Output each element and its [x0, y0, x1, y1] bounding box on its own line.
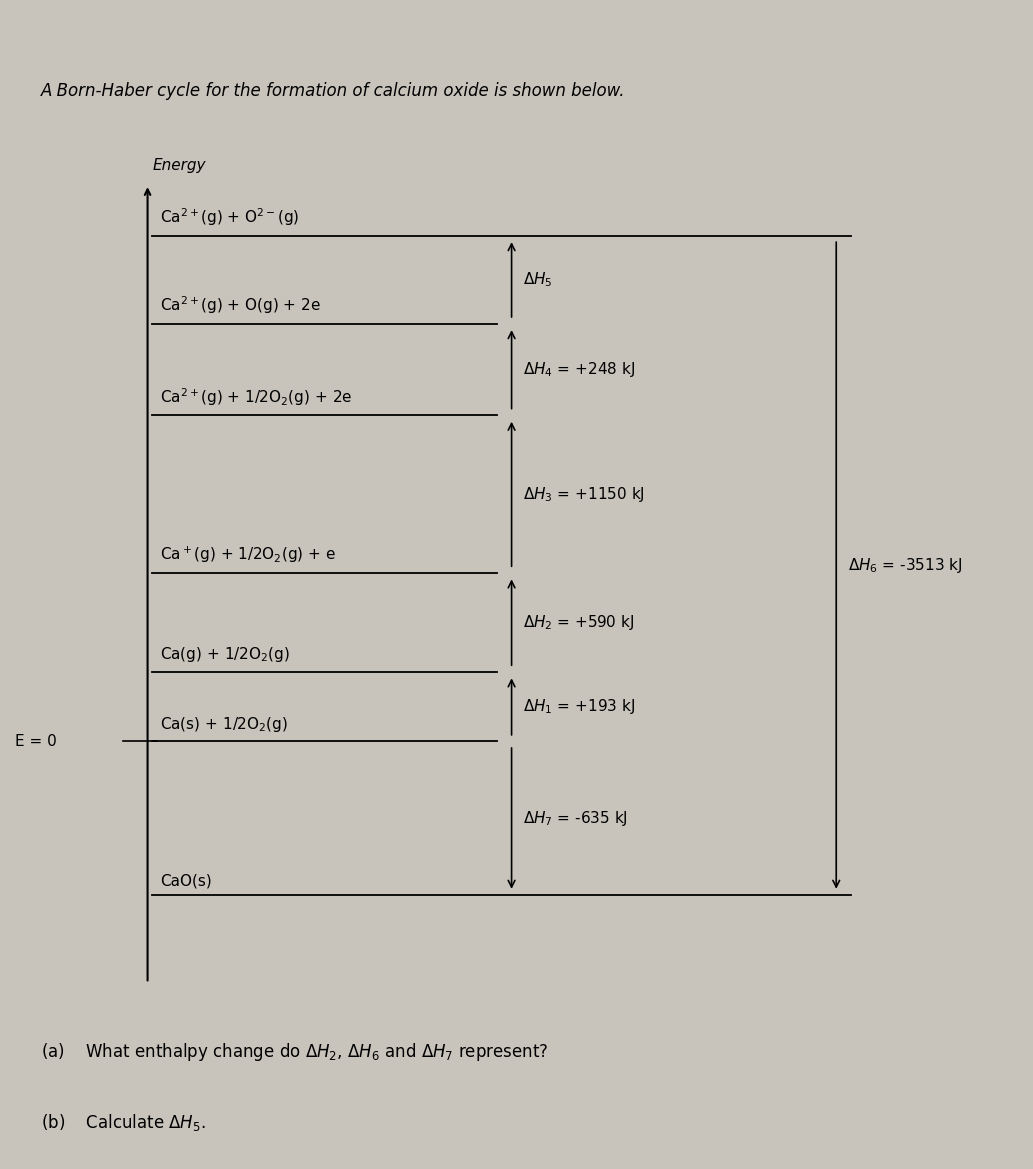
- Text: $\Delta H_3$ = +1150 kJ: $\Delta H_3$ = +1150 kJ: [524, 484, 646, 504]
- Text: Ca$^{2+}$(g) + 1/2O$_2$(g) + 2e: Ca$^{2+}$(g) + 1/2O$_2$(g) + 2e: [160, 386, 352, 408]
- Text: $\Delta H_2$ = +590 kJ: $\Delta H_2$ = +590 kJ: [524, 613, 634, 631]
- Text: Energy: Energy: [153, 158, 206, 173]
- Text: $\Delta H_4$ = +248 kJ: $\Delta H_4$ = +248 kJ: [524, 360, 635, 379]
- Text: A Born-Haber cycle for the formation of calcium oxide is shown below.: A Born-Haber cycle for the formation of …: [41, 82, 626, 101]
- Text: Ca(s) + 1/2O$_2$(g): Ca(s) + 1/2O$_2$(g): [160, 715, 288, 734]
- Text: Ca$^{2+}$(g) + O(g) + 2e: Ca$^{2+}$(g) + O(g) + 2e: [160, 295, 321, 317]
- Text: CaO(s): CaO(s): [160, 873, 212, 888]
- Text: Ca$^{2+}$(g) + O$^{2-}$(g): Ca$^{2+}$(g) + O$^{2-}$(g): [160, 207, 300, 228]
- Text: $\Delta H_5$: $\Delta H_5$: [524, 270, 553, 289]
- Text: Ca$^+$(g) + 1/2O$_2$(g) + e: Ca$^+$(g) + 1/2O$_2$(g) + e: [160, 545, 336, 566]
- Text: $\Delta H_6$ = -3513 kJ: $\Delta H_6$ = -3513 kJ: [848, 556, 963, 575]
- Text: $\Delta H_7$ = -635 kJ: $\Delta H_7$ = -635 kJ: [524, 809, 628, 828]
- Text: (b)    Calculate $\Delta H_5$.: (b) Calculate $\Delta H_5$.: [41, 1112, 207, 1133]
- Text: $\Delta H_1$ = +193 kJ: $\Delta H_1$ = +193 kJ: [524, 697, 635, 717]
- Text: (a)    What enthalpy change do $\Delta H_2$, $\Delta H_6$ and $\Delta H_7$ repre: (a) What enthalpy change do $\Delta H_2$…: [41, 1042, 549, 1064]
- Text: Ca(g) + 1/2O$_2$(g): Ca(g) + 1/2O$_2$(g): [160, 645, 290, 664]
- Text: E = 0: E = 0: [14, 734, 57, 749]
